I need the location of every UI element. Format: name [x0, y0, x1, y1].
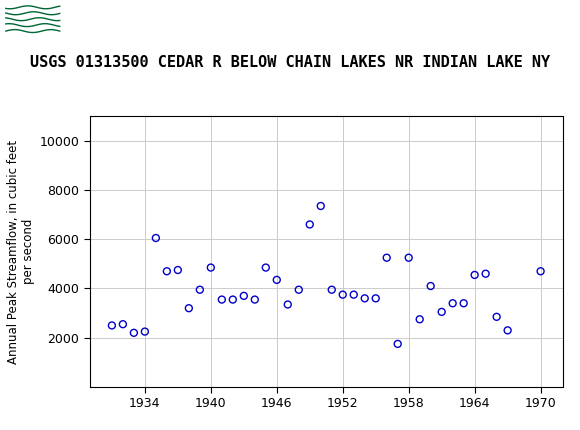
Point	[272, 276, 281, 283]
Point	[195, 286, 205, 293]
Point	[239, 292, 248, 299]
Point	[470, 271, 479, 278]
Point	[492, 313, 501, 320]
Point	[184, 305, 194, 312]
Point	[316, 203, 325, 209]
Text: USGS 01313500 CEDAR R BELOW CHAIN LAKES NR INDIAN LAKE NY: USGS 01313500 CEDAR R BELOW CHAIN LAKES …	[30, 55, 550, 70]
Point	[404, 254, 414, 261]
Point	[349, 291, 358, 298]
Point	[459, 300, 468, 307]
Point	[448, 300, 457, 307]
Point	[162, 268, 172, 275]
Point	[118, 321, 128, 328]
Point	[283, 301, 292, 308]
Point	[107, 322, 117, 329]
Point	[305, 221, 314, 228]
Y-axis label: Annual Peak Streamflow, in cubic feet
per second: Annual Peak Streamflow, in cubic feet pe…	[8, 139, 35, 364]
Point	[503, 327, 512, 334]
Point	[371, 295, 380, 302]
Point	[140, 328, 150, 335]
Point	[173, 267, 183, 273]
Point	[481, 270, 490, 277]
Point	[228, 296, 237, 303]
Point	[426, 283, 436, 289]
Point	[327, 286, 336, 293]
Point	[437, 308, 447, 315]
Point	[206, 264, 215, 271]
Point	[382, 254, 392, 261]
Point	[250, 296, 259, 303]
Point	[536, 268, 545, 275]
Point	[393, 341, 403, 347]
Bar	[5, 3, 60, 34]
Point	[294, 286, 303, 293]
Point	[360, 295, 369, 302]
Point	[129, 329, 139, 336]
Text: USGS: USGS	[67, 9, 122, 27]
Point	[415, 316, 425, 322]
Point	[151, 235, 161, 242]
Point	[261, 264, 270, 271]
Point	[338, 291, 347, 298]
Point	[217, 296, 226, 303]
